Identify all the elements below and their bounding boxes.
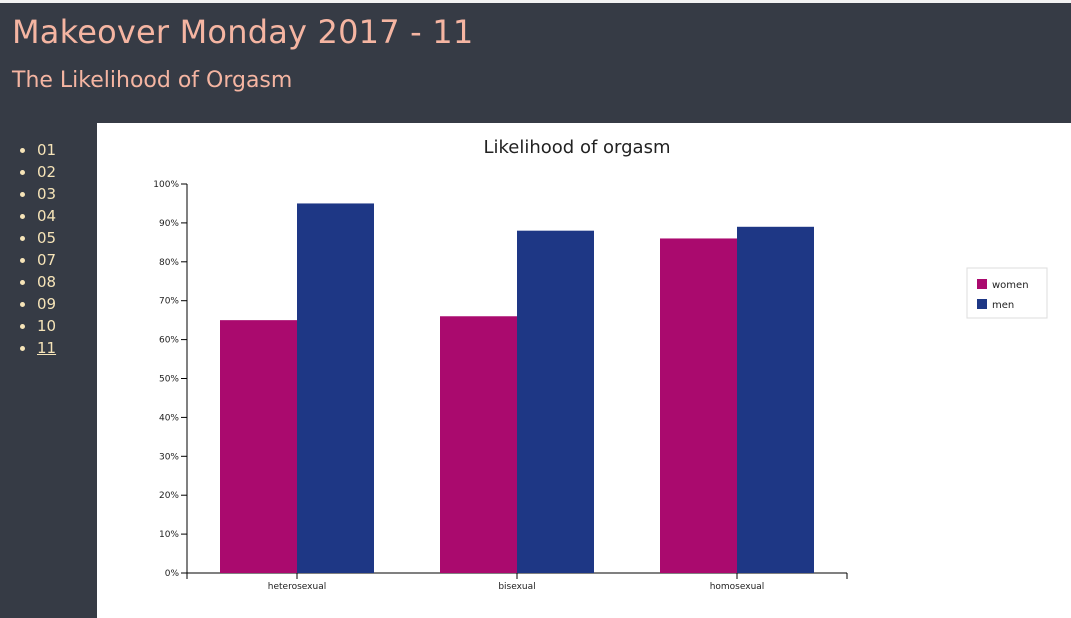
- nav-item-03: 03: [20, 185, 97, 207]
- y-tick-label: 10%: [159, 530, 179, 540]
- legend-swatch-women: [977, 279, 987, 289]
- nav-link-02[interactable]: 02: [37, 163, 57, 181]
- y-tick-label: 0%: [165, 569, 180, 579]
- legend: women men: [966, 267, 1048, 319]
- chart-title: Likelihood of orgasm: [483, 137, 670, 158]
- y-tick-label: 50%: [159, 375, 179, 385]
- y-tick-label: 60%: [159, 336, 179, 346]
- nav-item-08: 08: [20, 273, 97, 295]
- bar-men-bisexual[interactable]: [517, 230, 594, 573]
- nav-link-07[interactable]: 07: [37, 251, 57, 269]
- nav-link-11-current[interactable]: 11: [37, 339, 57, 357]
- nav-link-01[interactable]: 01: [37, 141, 57, 159]
- y-tick-label: 100%: [153, 180, 179, 190]
- nav-item-02: 02: [20, 163, 97, 185]
- y-tick-label: 70%: [159, 297, 179, 307]
- nav-item-07: 07: [20, 251, 97, 273]
- x-tick-label-heterosexual: heterosexual: [268, 582, 326, 592]
- bar-group: [220, 203, 814, 573]
- nav-link-03[interactable]: 03: [37, 185, 57, 203]
- nav-link-09[interactable]: 09: [37, 295, 57, 313]
- nav-item-05: 05: [20, 229, 97, 251]
- page-title: Makeover Monday 2017 - 11: [12, 13, 474, 51]
- nav-item-11: 11: [20, 339, 97, 361]
- nav-item-09: 09: [20, 295, 97, 317]
- sidebar-nav: 01 02 03 04 05 07 08 09 10 11: [0, 123, 97, 618]
- legend-box: [966, 267, 1048, 319]
- bar-chart: Likelihood of orgasm 0% 10% 20% 30% 40% 50% 60…: [153, 137, 1048, 592]
- week-list: 01 02 03 04 05 07 08 09 10 11: [0, 123, 97, 361]
- nav-link-04[interactable]: 04: [37, 207, 57, 225]
- bar-women-bisexual[interactable]: [440, 316, 517, 573]
- y-tick-label: 30%: [159, 452, 179, 462]
- nav-link-08[interactable]: 08: [37, 273, 57, 291]
- top-border: [0, 0, 1071, 3]
- nav-link-10[interactable]: 10: [37, 317, 57, 335]
- y-tick-label: 90%: [159, 219, 179, 229]
- nav-item-10: 10: [20, 317, 97, 339]
- bar-men-heterosexual[interactable]: [297, 203, 374, 573]
- y-tick-label: 40%: [159, 413, 179, 423]
- legend-label-women: women: [992, 280, 1029, 291]
- legend-swatch-men: [977, 299, 987, 309]
- legend-label-men: men: [992, 300, 1014, 311]
- nav-item-04: 04: [20, 207, 97, 229]
- nav-link-05[interactable]: 05: [37, 229, 57, 247]
- y-axis: 0% 10% 20% 30% 40% 50% 60% 70% 80% 90% 100%: [153, 180, 188, 579]
- y-tick-label: 80%: [159, 258, 179, 268]
- y-tick-label: 20%: [159, 491, 179, 501]
- x-tick-label-bisexual: bisexual: [498, 582, 535, 592]
- bar-women-homosexual[interactable]: [660, 238, 737, 573]
- page-subtitle: The Likelihood of Orgasm: [12, 68, 293, 93]
- x-tick-label-homosexual: homosexual: [710, 582, 765, 592]
- x-axis: heterosexual bisexual homosexual: [186, 572, 848, 592]
- page-header: Makeover Monday 2017 - 11 The Likelihood…: [0, 3, 1071, 123]
- bar-men-homosexual[interactable]: [737, 226, 814, 573]
- nav-item-01: 01: [20, 141, 97, 163]
- bar-women-heterosexual[interactable]: [220, 320, 297, 573]
